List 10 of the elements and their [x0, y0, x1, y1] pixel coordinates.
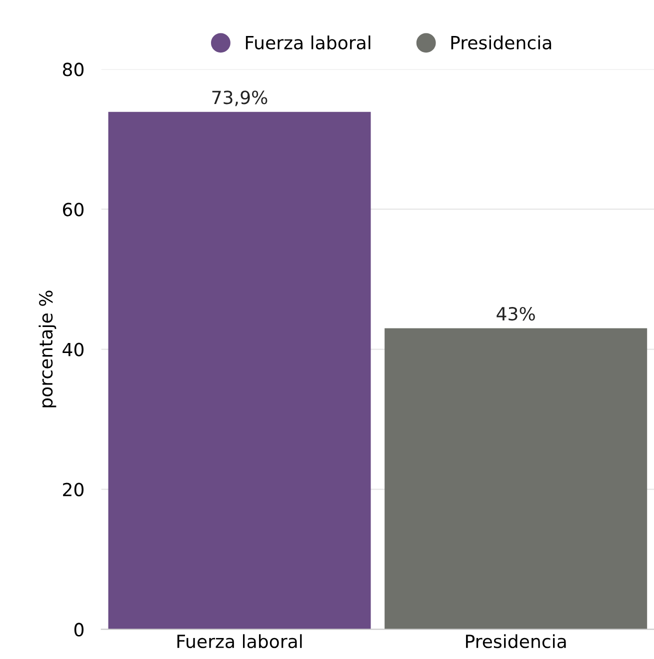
data-label: 73,9% [212, 90, 268, 106]
data-label: 43% [496, 306, 535, 321]
y-tick-label: 80 [62, 62, 84, 76]
y-axis-title: porcentaje % [38, 290, 56, 408]
legend-label: Fuerza laboral [246, 35, 370, 50]
legend-label: Presidencia [451, 35, 552, 50]
y-tick-label: 40 [62, 342, 84, 356]
y-tick-label: 20 [63, 482, 84, 496]
y-tick-label: 60 [62, 202, 84, 216]
y-tick-label: 0 [74, 622, 84, 636]
